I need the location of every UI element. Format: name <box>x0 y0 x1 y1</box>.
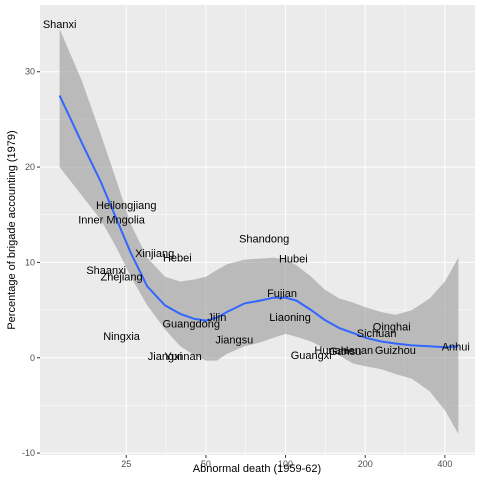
point-label: Sichuan <box>357 328 397 340</box>
point-label: Shandong <box>239 234 289 246</box>
panel-background <box>40 5 475 455</box>
point-label: Qinghai <box>373 321 411 333</box>
point-label: Guangdong <box>162 318 220 330</box>
x-tick-label: 25 <box>121 459 131 469</box>
x-axis-ticks: 25 50 100 200 400 <box>121 455 452 469</box>
point-label: Hunan <box>314 345 346 357</box>
y-tick-label: -10 <box>22 448 35 458</box>
point-label: Zhejiang <box>100 272 142 284</box>
point-label: Henan <box>341 345 373 357</box>
y-tick-label: 10 <box>25 257 35 267</box>
point-label: Liaoning <box>269 312 311 324</box>
point-label: Shaanxi <box>86 265 126 277</box>
point-label: Jilin <box>207 312 226 324</box>
x-tick-label: 50 <box>201 459 211 469</box>
point-label: Shanxi <box>43 19 77 31</box>
smooth-line <box>58 95 459 349</box>
point-label: Yunnan <box>164 351 201 363</box>
point-label: Gansu <box>329 346 361 358</box>
y-tick-label: 20 <box>25 162 35 172</box>
point-label: Guizhou <box>375 345 416 357</box>
x-tick-label: 100 <box>278 459 293 469</box>
point-label: Fujian <box>267 288 297 300</box>
point-label: Jiangxi <box>148 351 182 363</box>
point-label: Hubei <box>279 254 308 266</box>
point-label: Anhui <box>442 341 470 353</box>
confidence-band <box>59 28 459 435</box>
point-label: Jiangsu <box>215 335 253 347</box>
point-label: Ningxia <box>103 331 141 343</box>
point-label: Inner Mngolia <box>78 215 146 227</box>
x-tick-label: 400 <box>437 459 452 469</box>
y-tick-label: 30 <box>25 67 35 77</box>
x-tick-label: 200 <box>358 459 373 469</box>
y-axis-title: Percentage of brigade accounting (1979) <box>6 130 18 329</box>
y-tick-label: 0 <box>30 353 35 363</box>
point-label: Heilongjiang <box>96 200 157 212</box>
point-label: Xinjiang <box>135 248 174 260</box>
y-axis-ticks: -10 0 10 20 30 <box>22 67 40 458</box>
x-axis-title: Abnormal death (1959-62) <box>193 463 321 475</box>
point-label: Guangxi <box>291 350 332 362</box>
point-label: Hebei <box>163 253 192 265</box>
